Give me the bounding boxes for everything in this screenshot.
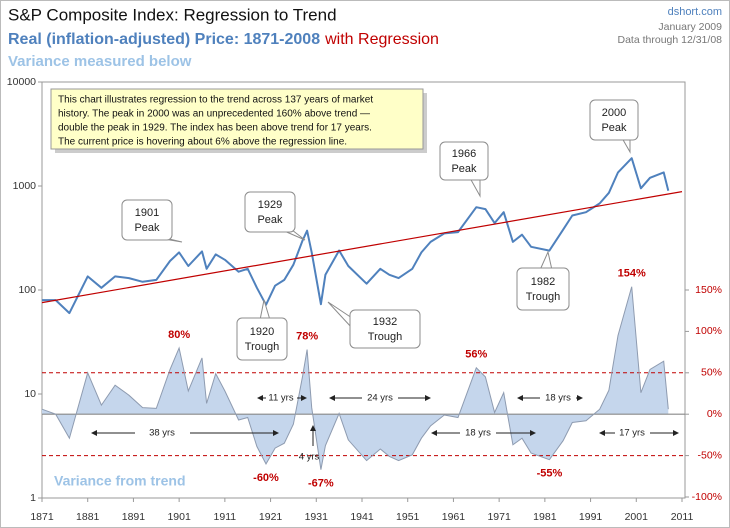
duration-label: 4 yrs bbox=[299, 452, 320, 463]
x-tick-label: 1961 bbox=[442, 511, 466, 523]
callout: 1929 Peak bbox=[244, 191, 306, 241]
price-line bbox=[42, 157, 670, 315]
callout-year: 1932 bbox=[373, 316, 397, 328]
duration-label: 18 yrs bbox=[465, 428, 491, 439]
duration-label: 18 yrs bbox=[545, 393, 571, 404]
duration-label: 38 yrs bbox=[149, 428, 175, 439]
series-label: Variance from trend bbox=[54, 473, 186, 489]
callout-event: Trough bbox=[368, 331, 402, 343]
subtitle-suffix: with Regression bbox=[324, 31, 439, 48]
callout-year: 1929 bbox=[258, 199, 282, 211]
info-line: This chart illustrates regression to the… bbox=[58, 95, 373, 106]
data-note: Data through 12/31/08 bbox=[618, 34, 723, 46]
duration-label: 17 yrs bbox=[619, 428, 645, 439]
y2-tick-label: -100% bbox=[692, 491, 722, 503]
info-bg bbox=[50, 88, 424, 150]
info-box: This chart illustrates regression to the… bbox=[50, 88, 427, 153]
value-label: -55% bbox=[537, 468, 563, 480]
y2-tick-label: 50% bbox=[701, 367, 722, 379]
callout-year: 1920 bbox=[250, 326, 274, 338]
value-label: 80% bbox=[168, 329, 190, 341]
value-label: -60% bbox=[253, 472, 279, 484]
variance-area bbox=[42, 286, 669, 470]
y-tick-label: 10 bbox=[24, 388, 36, 400]
callout-event: Trough bbox=[526, 291, 560, 303]
x-tick-label: 1891 bbox=[122, 511, 146, 523]
trend-line bbox=[41, 191, 683, 304]
y2-tick-label: -50% bbox=[697, 449, 722, 461]
x-tick-label: 1921 bbox=[259, 511, 283, 523]
x-tick-label: 1941 bbox=[350, 511, 374, 523]
y-tick-label: 100 bbox=[18, 284, 36, 296]
value-label: -67% bbox=[308, 478, 334, 490]
y2-tick-label: 100% bbox=[695, 325, 722, 337]
callout-year: 2000 bbox=[602, 107, 626, 119]
y-tick-label: 1000 bbox=[13, 180, 37, 192]
callout-year: 1966 bbox=[452, 148, 476, 160]
value-label: 56% bbox=[465, 349, 487, 361]
x-tick-label: 1951 bbox=[396, 511, 420, 523]
callout: 1932 Trough bbox=[327, 301, 421, 349]
date: January 2009 bbox=[658, 21, 722, 33]
y2-tick-label: 0% bbox=[707, 408, 722, 420]
callout-event: Peak bbox=[451, 163, 477, 175]
info-line: The current price is hovering about 6% a… bbox=[58, 137, 347, 148]
durations: 38 yrs 11 yrs 24 yrs 4 yrs 18 yrs 18 yrs… bbox=[91, 393, 679, 463]
x-tick-label: 1901 bbox=[167, 511, 191, 523]
x-tick-label: 2011 bbox=[671, 511, 694, 523]
callout: 2000 Peak bbox=[589, 99, 639, 154]
value-label: 78% bbox=[296, 331, 318, 343]
x-tick-label: 1981 bbox=[533, 511, 557, 523]
duration-label: 24 yrs bbox=[367, 393, 393, 404]
x-tick-label: 1881 bbox=[76, 511, 100, 523]
chart-title: S&P Composite Index: Regression to Trend bbox=[8, 5, 337, 24]
callout: 1920 Trough bbox=[236, 299, 288, 361]
x-tick-label: 1911 bbox=[214, 511, 237, 523]
value-label: 154% bbox=[618, 268, 646, 280]
y-tick-label: 1 bbox=[30, 492, 36, 504]
variance-line bbox=[41, 286, 669, 470]
callout-year: 1982 bbox=[531, 276, 555, 288]
callout-event: Trough bbox=[245, 341, 279, 353]
x-tick-label: 1991 bbox=[579, 511, 603, 523]
x-tick-label: 2001 bbox=[625, 511, 649, 523]
callout: 1966 Peak bbox=[439, 141, 489, 198]
y-tick-label: 10000 bbox=[7, 76, 36, 88]
x-tick-label: 1931 bbox=[305, 511, 329, 523]
x-tick-label: 1871 bbox=[30, 511, 54, 523]
x-tick-label: 1971 bbox=[487, 511, 511, 523]
subtitle-main: Real (inflation-adjusted) Price: 1871-20… bbox=[8, 31, 320, 48]
callout-event: Peak bbox=[601, 122, 627, 134]
plot-area: 1871 1881 1891 1901 1911 1921 1931 1941 1951 1961… bbox=[7, 76, 722, 523]
info-line: history. The peak in 2000 was an unprece… bbox=[58, 109, 370, 120]
callout-event: Peak bbox=[134, 222, 160, 234]
callout-event: Peak bbox=[257, 214, 283, 226]
source: dshort.com bbox=[668, 6, 722, 18]
chart-note: Variance measured below bbox=[8, 53, 192, 70]
info-line: double the peak in 1929. The index has b… bbox=[58, 123, 372, 134]
chart-subtitle: Real (inflation-adjusted) Price: 1871-20… bbox=[8, 31, 439, 48]
callout: 1982 Trough bbox=[516, 250, 570, 311]
duration-label: 11 yrs bbox=[268, 393, 293, 404]
y2-tick-label: 150% bbox=[695, 284, 722, 296]
callout: 1901 Peak bbox=[121, 199, 183, 243]
callout-year: 1901 bbox=[135, 207, 159, 219]
